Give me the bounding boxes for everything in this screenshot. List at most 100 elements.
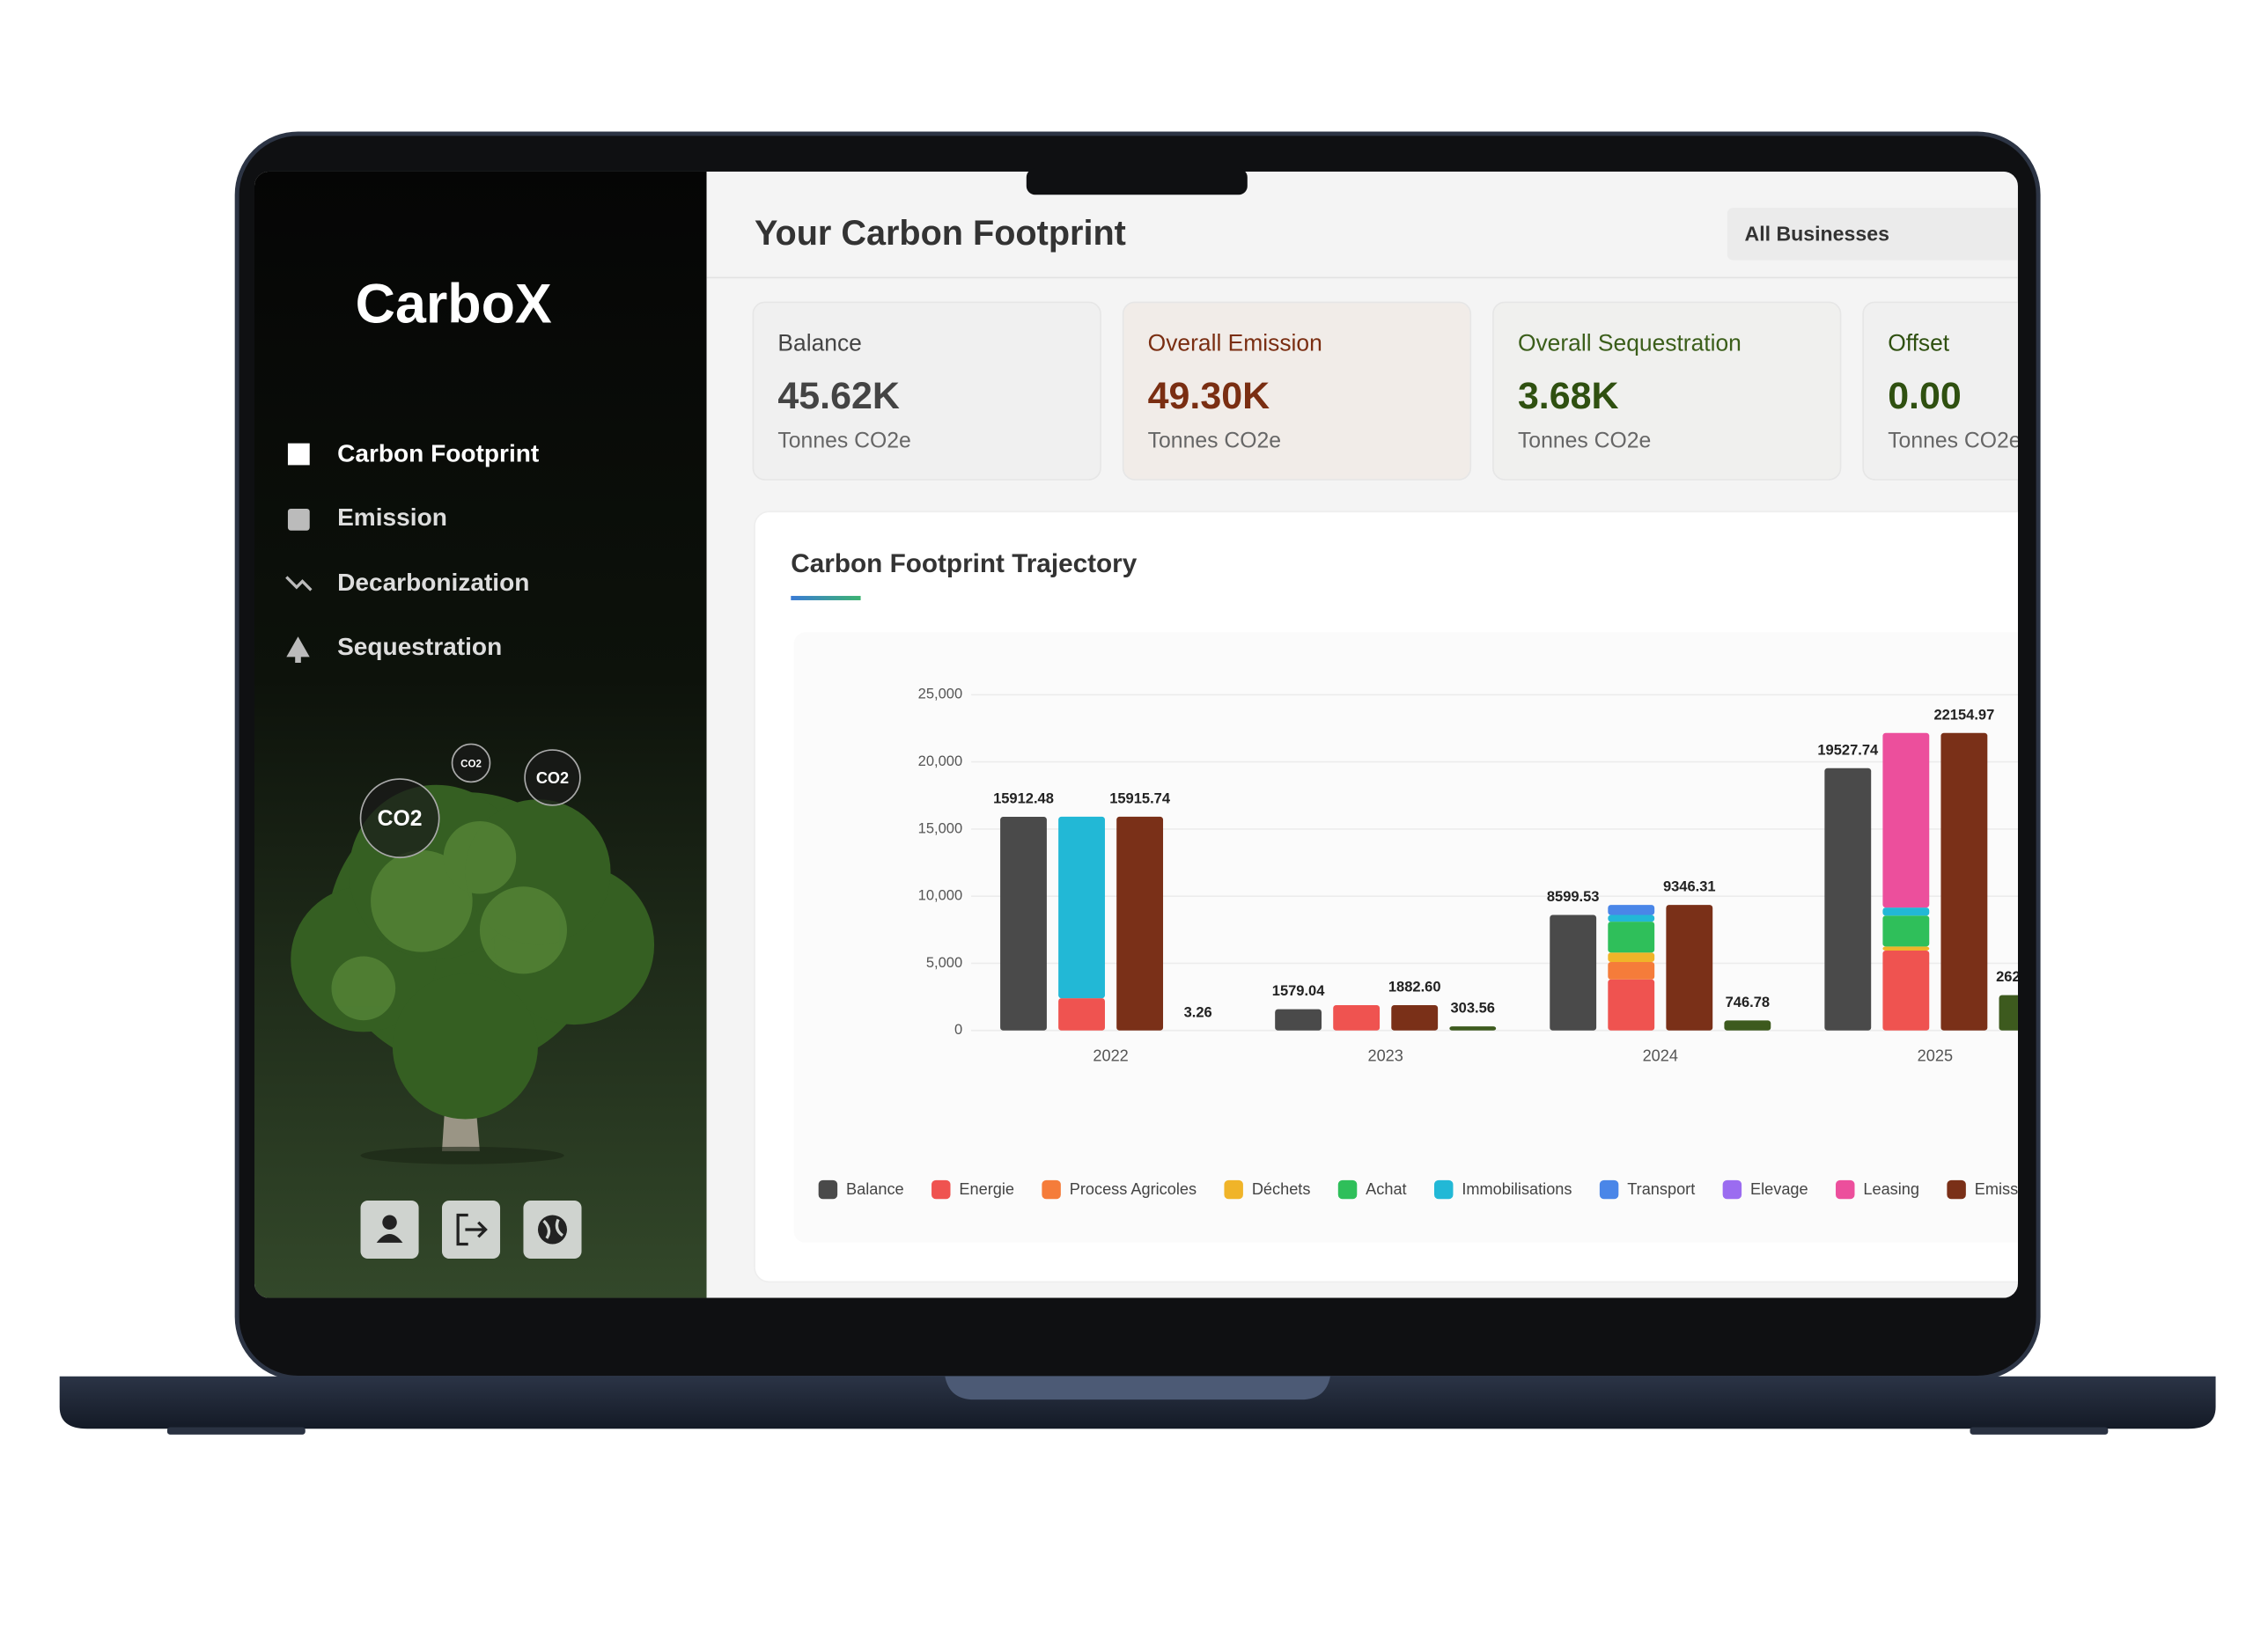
stat-card xyxy=(1492,301,1842,481)
nav-item[interactable]: Emission xyxy=(337,503,447,531)
x-tick-label: 2024 xyxy=(1643,1047,1678,1064)
bar xyxy=(1058,816,1105,999)
laptop-base xyxy=(59,1376,2216,1429)
bubble-label: CO2 xyxy=(536,769,569,787)
legend-label: Immobilisations xyxy=(1462,1180,1572,1198)
stat-cards: Balance 45.62K Tonnes CO2e Overall Emission… xyxy=(752,301,2018,481)
bar xyxy=(1824,768,1872,1031)
x-tick-label: 2023 xyxy=(1367,1047,1403,1064)
bar xyxy=(1275,1009,1322,1031)
legend-label: Process Agricoles xyxy=(1070,1180,1197,1198)
data-label: 1882.60 xyxy=(1388,980,1441,995)
y-tick-label: 20,000 xyxy=(918,753,962,769)
co2-bubbles: CO2 CO2 CO2 xyxy=(359,743,581,859)
legend-label: Transport xyxy=(1627,1180,1695,1198)
data-label: 22154.97 xyxy=(1933,707,1994,723)
data-label: 15915.74 xyxy=(1109,790,1171,806)
bar xyxy=(1940,732,1988,1031)
nav-item[interactable]: Sequestration xyxy=(337,633,502,660)
data-label: 3.26 xyxy=(1184,1004,1212,1020)
x-tick-label: 2025 xyxy=(1918,1047,1953,1064)
legend-label: Leasing xyxy=(1863,1180,1919,1198)
chart: 0 5,000 10,000 15,000 20,000 25,000 2022 15912.… xyxy=(818,687,2049,1200)
card-value: 45.62K xyxy=(777,375,899,417)
card-value: 49.30K xyxy=(1148,375,1270,417)
legend-swatch xyxy=(1042,1179,1061,1200)
card-unit: Tonnes CO2e xyxy=(777,430,910,453)
title-underline xyxy=(791,596,861,600)
page-title: Your Carbon Footprint xyxy=(755,214,1126,253)
plot-area xyxy=(793,632,2018,1243)
stat-card xyxy=(752,301,1101,481)
nav-icon xyxy=(287,508,310,531)
legend-label: Energie xyxy=(959,1180,1014,1198)
sidebar-buttons xyxy=(360,1200,582,1260)
x-tick-label: 2022 xyxy=(1093,1047,1128,1064)
data-label: 19527.74 xyxy=(1817,742,1879,758)
bar xyxy=(1608,905,1655,915)
bar xyxy=(1999,995,2018,1031)
data-label: 746.78 xyxy=(1726,995,1770,1010)
chart-title: Carbon Footprint Trajectory xyxy=(791,549,1137,578)
data-label: 2627.23 xyxy=(1996,969,2049,985)
legend-label: Balance xyxy=(846,1180,904,1198)
card-unit: Tonnes CO2e xyxy=(1518,430,1651,453)
bar xyxy=(1608,952,1655,962)
sidebar xyxy=(254,171,707,1298)
card-unit: Tonnes CO2e xyxy=(1148,430,1281,453)
business-filter[interactable] xyxy=(1727,208,2033,261)
bar xyxy=(1449,1026,1497,1031)
bar xyxy=(1058,998,1105,1031)
bar xyxy=(1724,1020,1771,1031)
stat-card xyxy=(1862,301,2018,481)
bar xyxy=(1882,946,1930,951)
stat-card xyxy=(1122,301,1472,481)
legend-swatch xyxy=(818,1179,838,1200)
nav-icon xyxy=(286,636,310,663)
bubble xyxy=(359,778,440,859)
card-value: 0.00 xyxy=(1888,375,1962,417)
nav-item[interactable]: Carbon Footprint xyxy=(337,439,539,466)
bubble xyxy=(524,749,581,806)
data-label: 15912.48 xyxy=(993,791,1054,807)
bar xyxy=(1882,732,1930,908)
legend-label: Achat xyxy=(1366,1180,1406,1198)
y-tick-label: 5,000 xyxy=(926,955,962,971)
bar xyxy=(1116,816,1164,1031)
bubble-label: CO2 xyxy=(460,760,482,770)
data-label: 1579.04 xyxy=(1272,983,1325,999)
bar xyxy=(1391,1005,1439,1031)
nav-item[interactable]: Decarbonization xyxy=(337,569,529,596)
bar xyxy=(1000,816,1047,1031)
logo: CarboX xyxy=(356,274,552,335)
card-label: Overall Sequestration xyxy=(1518,329,1742,356)
bubble-label: CO2 xyxy=(378,807,423,831)
bar xyxy=(1608,979,1655,1031)
bar xyxy=(1333,1005,1381,1031)
bar xyxy=(1608,961,1655,980)
bar xyxy=(1666,905,1713,1031)
nav: Carbon Footprint Emission Decarbonizatio… xyxy=(285,439,539,663)
laptop-foot xyxy=(1970,1427,2109,1435)
legend-label: Emission xyxy=(1975,1180,2040,1198)
y-tick-label: 25,000 xyxy=(918,687,962,702)
bubble xyxy=(451,743,491,783)
y-tick-label: 15,000 xyxy=(918,820,962,836)
legend-swatch xyxy=(1836,1179,1855,1200)
bar xyxy=(1608,914,1655,922)
bar xyxy=(1882,915,1930,947)
y-tick-label: 0 xyxy=(954,1022,962,1038)
card-label: Balance xyxy=(777,329,861,356)
bar xyxy=(1882,907,1930,916)
nav-icon xyxy=(287,443,310,466)
legend-label: Elevage xyxy=(1750,1180,1808,1198)
data-label: 8599.53 xyxy=(1547,889,1600,905)
card-value: 3.68K xyxy=(1518,375,1619,417)
data-label: 303.56 xyxy=(1451,1001,1495,1017)
bar xyxy=(1608,922,1655,953)
data-label: 9346.31 xyxy=(1663,879,1716,895)
card-label: Offset xyxy=(1888,329,1950,356)
notch xyxy=(1026,168,1248,195)
y-tick-label: 10,000 xyxy=(918,888,962,904)
